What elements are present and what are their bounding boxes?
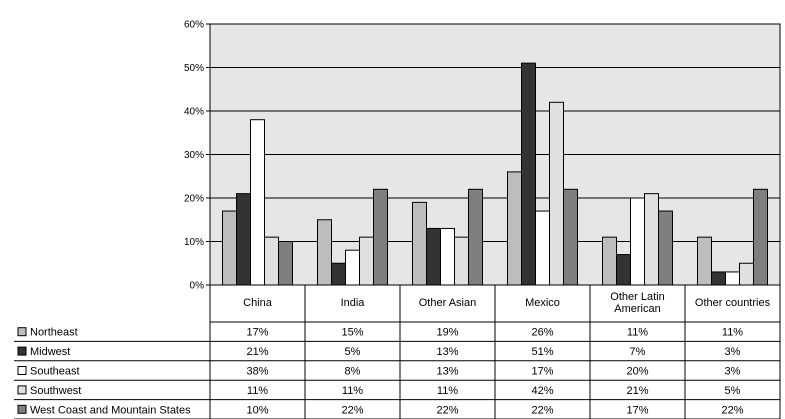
table-cell-value: 22% <box>341 404 363 416</box>
category-label: Other countries <box>695 297 771 309</box>
y-tick-label: 40% <box>184 107 204 118</box>
legend-key <box>17 385 27 395</box>
table-cell-value: 22% <box>721 404 743 416</box>
table-cell-value: 38% <box>246 366 268 378</box>
table-cell-value: 22% <box>436 404 458 416</box>
y-tick-label: 50% <box>184 63 204 74</box>
bars <box>222 62 768 286</box>
table-cell-value: 3% <box>725 366 741 378</box>
table-cell-value: 15% <box>341 327 363 339</box>
table-cell-value: 11% <box>437 385 458 397</box>
legend-key <box>17 366 27 375</box>
bar-china-southeast <box>250 119 265 286</box>
y-tick-label: 0% <box>190 281 205 292</box>
legend-label: West Coast and Mountain States <box>30 404 191 416</box>
legend-label: Midwest <box>30 346 70 358</box>
table-cell-value: 11% <box>627 327 648 339</box>
bar-other-latin-american-southeast <box>630 197 645 286</box>
bar-other-asian-midwest <box>426 227 441 286</box>
y-tick-label: 30% <box>184 150 204 161</box>
table-cell-value: 17% <box>626 404 648 416</box>
table-cell-value: 11% <box>247 385 268 397</box>
category-label: American <box>614 303 660 315</box>
bar-other-asian-northeast <box>412 201 427 286</box>
table-cell-value: 5% <box>345 346 361 358</box>
bar-other-latin-american-midwest <box>616 254 631 286</box>
table-cell-value: 26% <box>531 327 553 339</box>
table-cell-value: 5% <box>725 385 741 397</box>
table-cell-value: 3% <box>725 346 741 358</box>
table-cell-value: 11% <box>342 385 363 397</box>
table-cell-value: 17% <box>531 366 553 378</box>
table-cell-value: 7% <box>630 346 646 358</box>
gridlines <box>210 67 780 242</box>
bar-other-asian-southeast <box>440 227 455 286</box>
bar-other-latin-american-northeast <box>602 236 617 286</box>
table-cell-value: 19% <box>436 327 458 339</box>
table-cell-value: 22% <box>531 404 553 416</box>
bar-mexico-southeast <box>535 210 550 286</box>
bar-china-southwest <box>264 236 279 286</box>
table-cell-value: 21% <box>626 385 648 397</box>
bar-other-countries-midwest <box>711 271 726 286</box>
category-label: Mexico <box>525 297 560 309</box>
table-cell-value: 17% <box>246 327 268 339</box>
category-label: Other Latin <box>610 291 664 303</box>
bar-mexico-northeast <box>507 171 522 286</box>
legend-key <box>17 346 27 356</box>
table-cell-value: 51% <box>531 346 553 358</box>
bar-other-countries-southeast <box>725 271 740 286</box>
legend-label: Southeast <box>30 366 80 378</box>
legend-key <box>17 404 27 414</box>
legend-key <box>17 327 27 337</box>
table-cell-value: 13% <box>436 366 458 378</box>
bar-china-west <box>278 241 293 286</box>
category-label: India <box>341 297 366 309</box>
y-axis-ticks: 0% 10% 20% 30% 40% 50% 60% <box>184 20 210 292</box>
bar-other-countries-southwest <box>739 262 754 286</box>
category-label: Other Asian <box>419 297 476 309</box>
table-cell-value: 11% <box>722 327 743 339</box>
bar-other-countries-west <box>753 188 768 286</box>
bar-other-latin-american-southwest <box>644 193 659 286</box>
bar-mexico-west <box>563 188 578 286</box>
bar-other-asian-southwest <box>454 236 469 286</box>
legend-label: Northeast <box>30 327 78 339</box>
y-tick-label: 60% <box>184 20 204 31</box>
bar-other-latin-american-west <box>658 210 673 286</box>
table-cell-value: 20% <box>626 366 648 378</box>
table-cell-value: 10% <box>246 404 268 416</box>
bar-india-northeast <box>317 219 332 286</box>
bar-india-southwest <box>359 236 374 286</box>
bar-china-midwest <box>236 193 251 286</box>
table-cell-value: 13% <box>436 346 458 358</box>
bar-india-midwest <box>331 262 346 286</box>
legend-label: Southwest <box>30 385 81 397</box>
bar-india-southeast <box>345 249 360 286</box>
bar-india-west <box>373 188 388 286</box>
y-tick-label: 10% <box>184 237 204 248</box>
y-tick-label: 20% <box>184 194 204 205</box>
bar-other-countries-northeast <box>697 236 712 286</box>
table-cell-value: 21% <box>246 346 268 358</box>
bar-mexico-midwest <box>521 62 536 286</box>
table-cell-value: 8% <box>345 366 361 378</box>
bar-china-northeast <box>222 210 237 286</box>
bar-mexico-southwest <box>549 101 564 286</box>
data-table: China India Other Asian Mexico Other LatinAm… <box>14 285 781 419</box>
category-label: China <box>243 297 273 309</box>
bar-other-asian-west <box>468 188 483 286</box>
table-cell-value: 42% <box>531 385 553 397</box>
